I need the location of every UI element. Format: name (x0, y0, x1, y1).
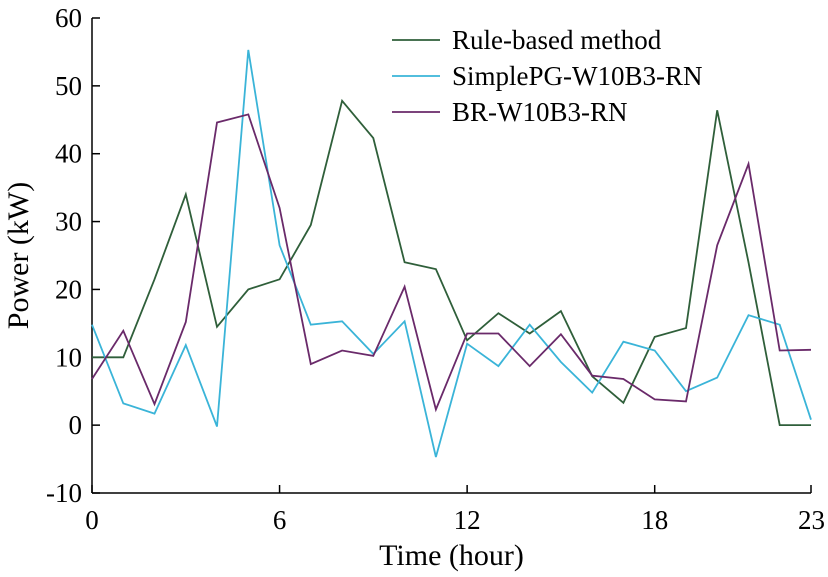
series-lines (91, 49, 812, 458)
plot-area (91, 18, 811, 494)
x-axis-ticks: 0 6 12 18 23 (85, 485, 825, 535)
series-line-simplepg-w10b3-rn (91, 49, 812, 458)
legend-label: Rule-based method (452, 25, 662, 55)
x-tick-label: 0 (85, 505, 99, 535)
legend-label: SimplePG-W10B3-RN (452, 61, 703, 91)
legend: Rule-based method SimplePG-W10B3-RN BR-W10… (392, 25, 703, 127)
legend-label: BR-W10B3-RN (452, 97, 628, 127)
y-tick-label: 50 (55, 71, 82, 101)
y-tick-label: 40 (55, 139, 82, 169)
x-tick-label: 6 (273, 505, 287, 535)
x-tick-label: 18 (641, 505, 668, 535)
y-axis-ticks: -10 0 10 20 30 40 50 60 (46, 3, 100, 508)
series-line-rule-based-method (92, 98, 811, 427)
y-tick-label: 0 (69, 410, 83, 440)
y-axis-title: Power (kW) (2, 182, 35, 329)
y-tick-label: 60 (55, 3, 82, 33)
x-tick-label: 23 (798, 505, 825, 535)
y-tick-label: 20 (55, 274, 82, 304)
x-tick-label: 12 (454, 505, 481, 535)
y-tick-label: 10 (55, 342, 82, 372)
series-line-br-w10b3-rn (91, 113, 812, 413)
y-tick-label: -10 (46, 478, 82, 508)
y-tick-label: 30 (55, 207, 82, 237)
x-axis-title: Time (hour) (379, 539, 524, 572)
